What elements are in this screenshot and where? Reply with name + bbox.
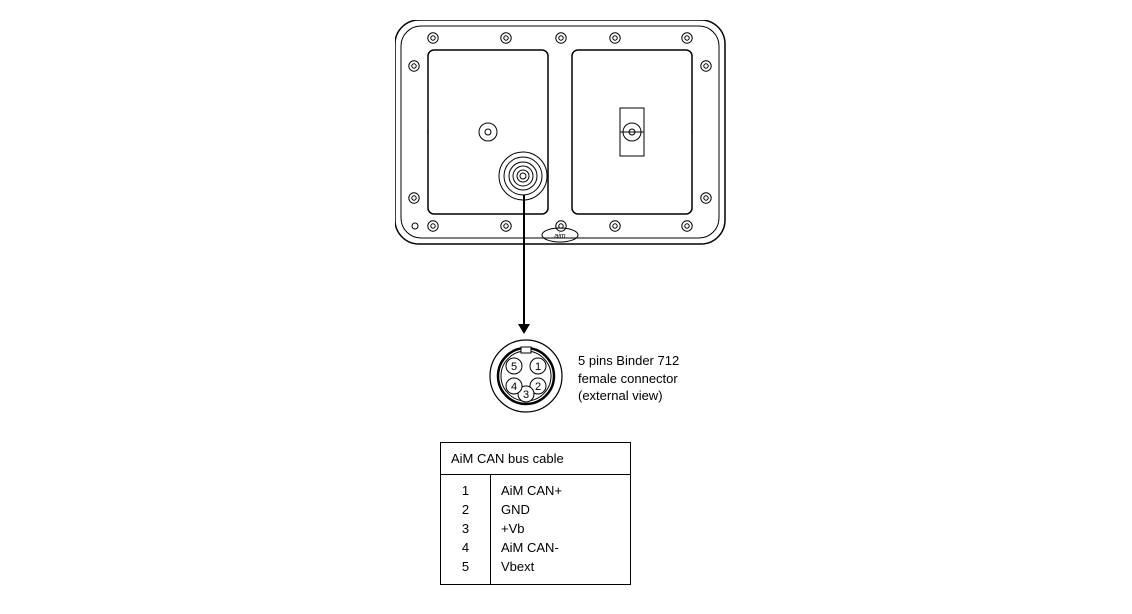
arrow-head [518,324,530,334]
pinout-table: AiM CAN bus cable 1AiM CAN+2GND3+Vb4AiM … [440,442,631,585]
pin-signal: AiM CAN+ [491,475,631,501]
svg-text:3: 3 [523,389,529,401]
device-drawing: aim [395,20,735,254]
pin-signal: Vbext [491,557,631,585]
connector-label: 5 pins Binder 712 female connector (exte… [578,352,679,405]
pin-number: 3 [441,519,491,538]
connector-drawing: 1 234 5 [486,336,566,416]
pin-number: 2 [441,500,491,519]
svg-text:5: 5 [511,361,517,373]
connector-label-line3: (external view) [578,388,663,403]
pinout-row: 4AiM CAN- [441,538,631,557]
pin-number: 4 [441,538,491,557]
pinout-table-title: AiM CAN bus cable [441,443,631,475]
pinout-row: 2GND [441,500,631,519]
pin-signal: AiM CAN- [491,538,631,557]
pin-signal: GND [491,500,631,519]
diagram-container: aim 12345 5 pins Binder 712 female conne… [0,0,1132,614]
pinout-row: 1AiM CAN+ [441,475,631,501]
pin-number: 1 [441,475,491,501]
pin-signal: +Vb [491,519,631,538]
svg-text:aim: aim [554,233,565,240]
svg-text:1: 1 [535,361,541,373]
svg-text:4: 4 [511,381,517,393]
connector-label-line2: female connector [578,371,678,386]
arrow-line [523,195,525,327]
connector-label-line1: 5 pins Binder 712 [578,353,679,368]
pinout-row: 5Vbext [441,557,631,585]
pin-number: 5 [441,557,491,585]
pinout-row: 3+Vb [441,519,631,538]
svg-text:2: 2 [535,381,541,393]
